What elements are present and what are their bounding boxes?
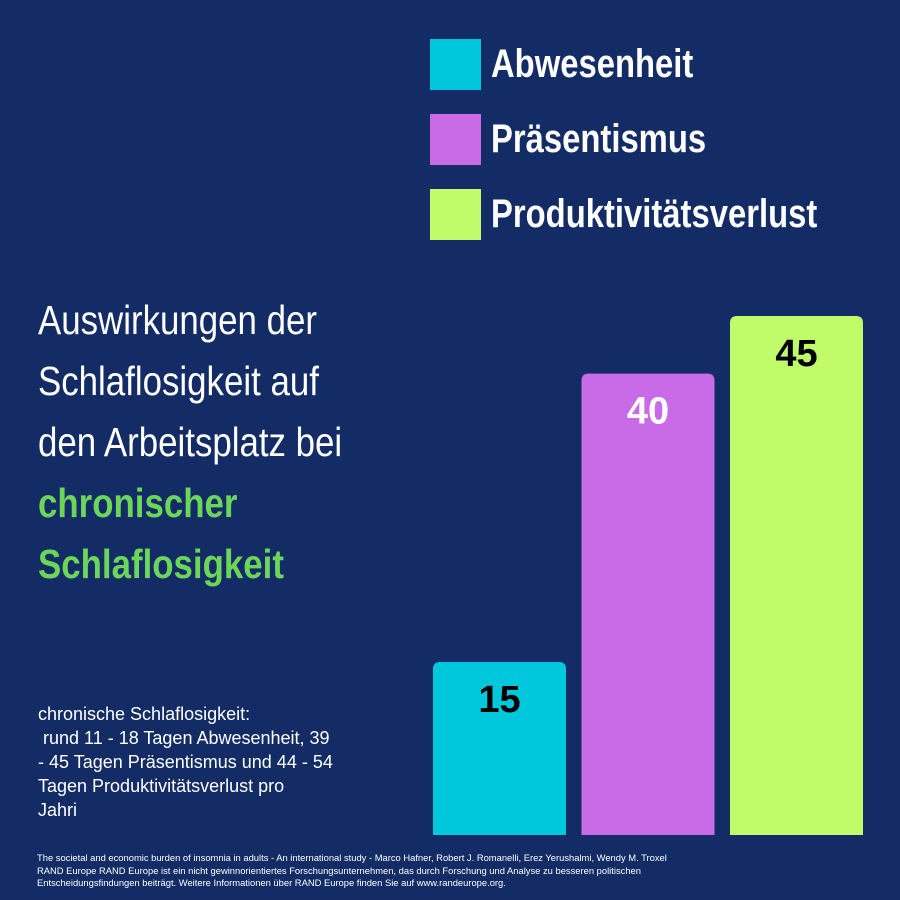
legend-swatch-praesentismus — [430, 113, 481, 165]
headline-accent-2: Schlaflosigkeit — [38, 541, 284, 587]
headline-line-1: Auswirkungen der — [38, 297, 317, 343]
note-line-2: rund 11 - 18 Tagen Abwesenheit, 39 — [38, 728, 330, 748]
legend-item-abwesenheit: Abwesenheit — [430, 38, 889, 90]
note-line-4: Tagen Produktivitätsverlust pro — [38, 776, 285, 796]
bar-praesentismus — [581, 373, 715, 835]
note-line-5: Jahri — [38, 800, 78, 820]
source-line-1: The societal and economic burden of inso… — [37, 852, 667, 863]
note-line-1: chronische Schlaflosigkeit: — [38, 704, 251, 724]
bar-value-label-produktivitaetsverlust: 45 — [775, 333, 817, 375]
bar-value-label-praesentismus: 40 — [627, 391, 669, 433]
source-citation: The societal and economic burden of inso… — [37, 852, 877, 890]
bar-abwesenheit — [433, 662, 566, 835]
headline-accent-1: chronischer — [38, 480, 238, 526]
source-line-3: Entscheidungsfindungen beiträgt. Weitere… — [37, 877, 506, 888]
legend-label-praesentismus: Präsentismus — [491, 116, 707, 161]
legend-swatch-produktivitaetsverlust — [430, 188, 481, 240]
legend-label-abwesenheit: Abwesenheit — [491, 41, 694, 86]
headline-line-2: Schlaflosigkeit auf — [38, 358, 319, 404]
legend-item-produktivitaetsverlust: Produktivitätsverlust — [430, 188, 889, 240]
headline: Auswirkungen der Schlaflosigkeit auf den… — [38, 290, 395, 595]
legend-item-praesentismus: Präsentismus — [430, 113, 889, 165]
bar-value-label-abwesenheit: 15 — [478, 679, 520, 721]
note-line-3: - 45 Tagen Präsentismus und 44 - 54 — [38, 752, 333, 772]
summary-note: chronische Schlaflosigkeit: rund 11 - 18… — [38, 702, 398, 822]
bar-produktivitaetsverlust — [730, 316, 863, 835]
source-line-2: RAND Europe RAND Europe ist ein nicht ge… — [37, 864, 641, 876]
legend-swatch-abwesenheit — [430, 38, 481, 90]
legend: Abwesenheit Präsentismus Produktivitätsv… — [430, 38, 889, 263]
headline-line-3: den Arbeitsplatz bei — [38, 419, 343, 465]
legend-label-produktivitaetsverlust: Produktivitätsverlust — [491, 191, 818, 236]
